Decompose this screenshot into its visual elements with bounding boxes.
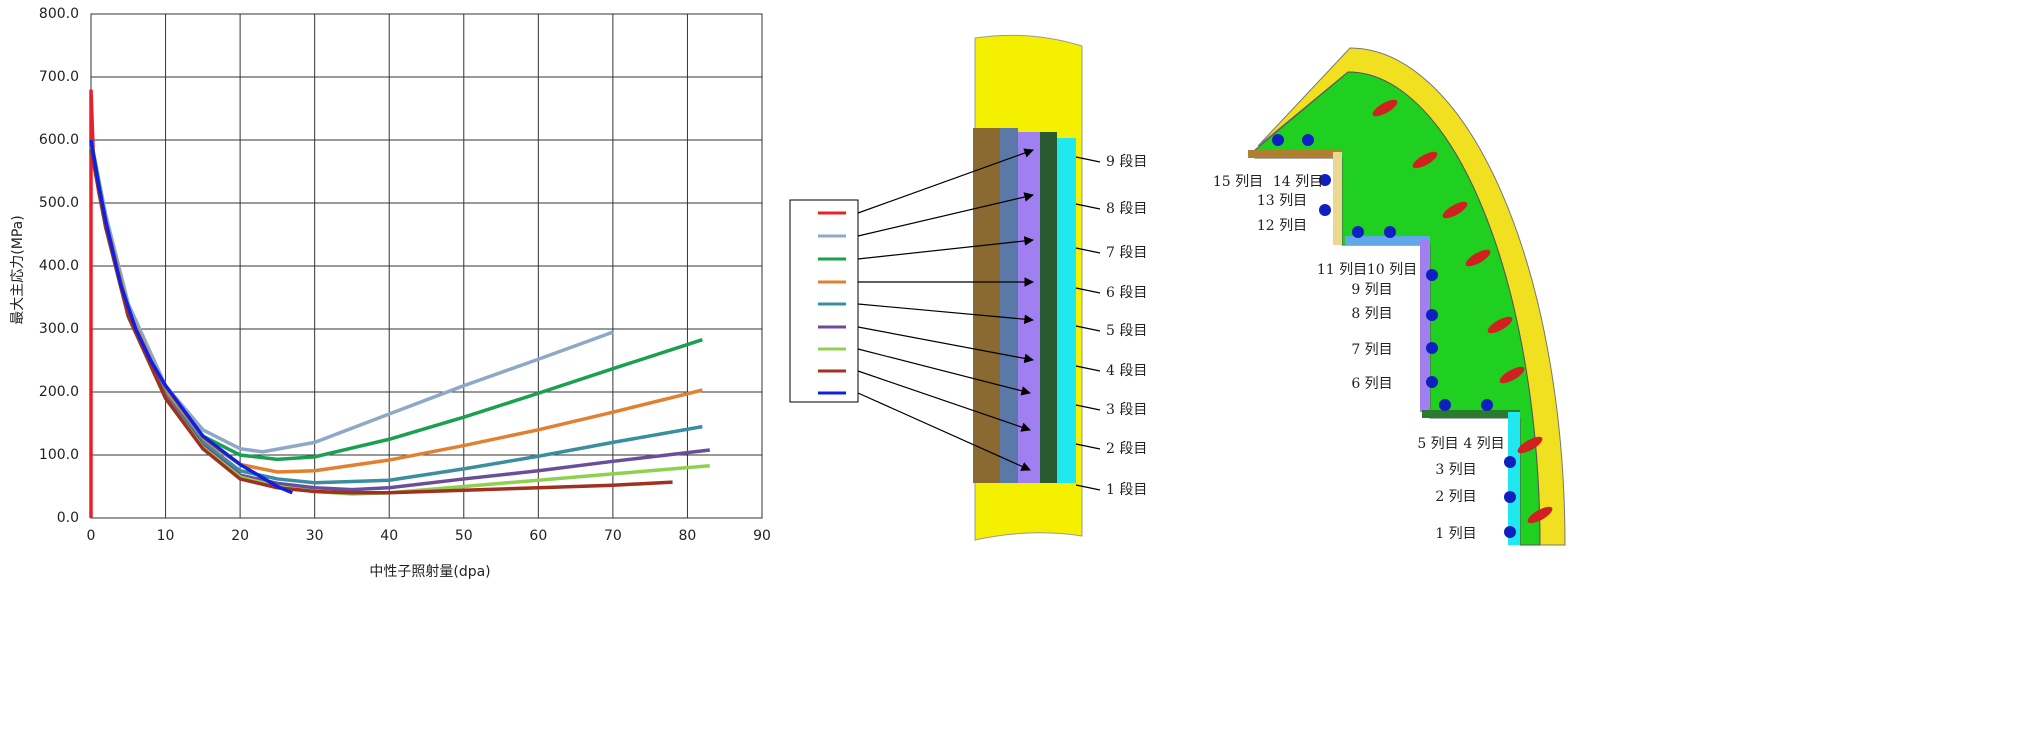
row-label: 6 段目 [1106, 285, 1147, 301]
bolt [1426, 342, 1438, 354]
bolt [1504, 526, 1516, 538]
bolt [1426, 376, 1438, 388]
y-tick-label: 700.0 [39, 69, 79, 85]
page: {"chart_data": {"type": "line", "xlabel"… [0, 0, 2027, 748]
y-tick-label: 200.0 [39, 384, 79, 400]
bolt [1504, 491, 1516, 503]
column-label: 3 列目 [1435, 462, 1476, 478]
bolt [1439, 399, 1451, 411]
bolt [1504, 456, 1516, 468]
column-label: 5 列目 [1417, 436, 1458, 452]
x-tick-label: 50 [455, 528, 473, 544]
bolt [1426, 269, 1438, 281]
plate-cyan [1508, 412, 1520, 545]
column-label: 12 列目 [1257, 218, 1307, 234]
column-label: 9 列目 [1351, 282, 1392, 298]
plate-darkgreen [1422, 410, 1520, 418]
y-tick-label: 500.0 [39, 195, 79, 211]
column-label: 2 列目 [1435, 489, 1476, 505]
x-tick-label: 20 [231, 528, 249, 544]
column-darkgreen [1040, 132, 1057, 483]
column-label: 13 列目 [1257, 193, 1307, 209]
column-label: 8 列目 [1351, 306, 1392, 322]
y-axis-label: 最大主応力(MPa) [10, 215, 26, 324]
row-label: 4 段目 [1106, 363, 1147, 379]
x-tick-label: 10 [157, 528, 175, 544]
row-label: 5 段目 [1106, 323, 1147, 339]
column-label: 10 列目 [1367, 262, 1417, 278]
stack-diagram [790, 35, 1082, 540]
plate-brown [1248, 150, 1342, 158]
y-tick-label: 300.0 [39, 321, 79, 337]
bolt [1426, 309, 1438, 321]
column-label: 14 列目 [1273, 174, 1323, 190]
y-tick-label: 100.0 [39, 447, 79, 463]
row-label: 3 段目 [1106, 402, 1147, 418]
y-tick-label: 400.0 [39, 258, 79, 274]
row-label: 1 段目 [1106, 482, 1147, 498]
x-tick-label: 0 [87, 528, 96, 544]
bolt [1272, 134, 1284, 146]
bolt [1302, 134, 1314, 146]
series-line [91, 146, 702, 482]
column-label: 7 列目 [1351, 342, 1392, 358]
column-label: 15 列目 [1213, 174, 1263, 190]
row-label: 8 段目 [1106, 201, 1147, 217]
column-label: 4 列目 [1463, 436, 1504, 452]
quarter-diagram [1248, 48, 1565, 545]
bolt [1319, 204, 1331, 216]
x-tick-label: 40 [380, 528, 398, 544]
series-line [91, 149, 710, 489]
x-axis-label: 中性子照射量(dpa) [369, 564, 490, 580]
column-blue [1000, 128, 1018, 483]
column-label: 1 列目 [1435, 526, 1476, 542]
row-label: 2 段目 [1106, 441, 1147, 457]
x-tick-label: 70 [604, 528, 622, 544]
x-tick-label: 80 [679, 528, 697, 544]
column-label: 6 列目 [1351, 376, 1392, 392]
column-cyan [1057, 138, 1076, 483]
column-brown [973, 128, 1000, 483]
column-label: 11 列目 [1317, 262, 1367, 278]
x-tick-label: 90 [753, 528, 771, 544]
bolt [1352, 226, 1364, 238]
row-label: 7 段目 [1106, 245, 1147, 261]
x-tick-label: 60 [529, 528, 547, 544]
row-label: 9 段目 [1106, 154, 1147, 170]
y-tick-label: 600.0 [39, 132, 79, 148]
figure: 0 10 20 30 40 50 60 70 80 90 0.0 100.0 200.0 300.0 400… [0, 0, 2027, 748]
green-body [1255, 72, 1540, 545]
column-purple [1018, 132, 1040, 483]
plate-cream [1333, 152, 1342, 245]
series-line [91, 140, 292, 493]
bolt [1481, 399, 1493, 411]
y-tick-label: 0.0 [57, 510, 79, 526]
x-tick-label: 30 [306, 528, 324, 544]
bolt [1384, 226, 1396, 238]
y-tick-label: 800.0 [39, 6, 79, 22]
